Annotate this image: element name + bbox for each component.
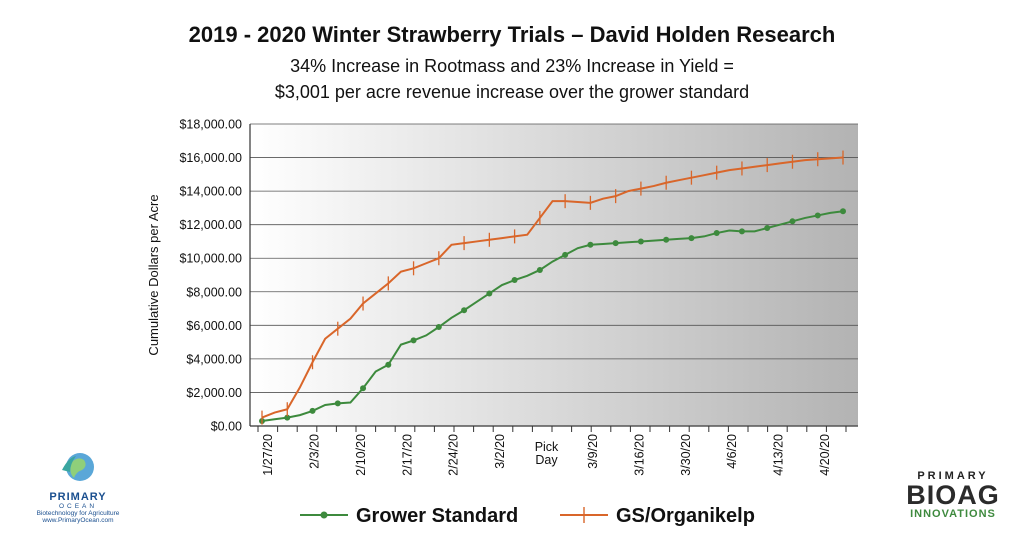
data-point	[764, 225, 771, 232]
chart-subtitle-line-2: $3,001 per acre revenue increase over th…	[274, 82, 750, 102]
x-tick-label: 2/10/20	[354, 434, 368, 476]
data-point	[688, 235, 695, 242]
data-point	[637, 238, 644, 245]
y-tick-label: $4,000.00	[186, 352, 242, 366]
x-tick-label: 2/17/20	[400, 434, 414, 476]
legend-marker	[320, 511, 328, 519]
gridlines	[249, 123, 858, 427]
series-line	[261, 156, 844, 419]
x-tick-label: 2/3/20	[307, 434, 321, 469]
globe-icon	[62, 453, 94, 481]
data-point	[284, 414, 291, 421]
chart-subtitle-line-1: 34% Increase in Rootmass and 23% Increas…	[290, 56, 734, 76]
y-axis-label: Cumulative Dollars per Acre	[146, 194, 161, 355]
y-tick-label: $16,000.00	[179, 151, 242, 165]
left-logo-line-2: OCEAN	[58, 503, 98, 510]
x-tick-label: Pick Day	[535, 440, 559, 467]
right-logo-line-2: BIOAG	[906, 480, 1000, 510]
x-tick-label: 1/27/20	[261, 434, 275, 476]
data-point	[334, 400, 341, 407]
legend-label: GS/Organikelp	[616, 505, 755, 527]
data-point	[435, 324, 442, 331]
x-tick-label: 2/24/20	[447, 434, 461, 476]
data-point	[738, 228, 745, 235]
plot-area	[250, 124, 858, 426]
legend-label: Grower Standard	[356, 505, 518, 527]
y-tick-label: $2,000.00	[186, 386, 242, 400]
y-tick-label: $14,000.00	[179, 185, 242, 199]
legend-item: GS/Organikelp	[560, 505, 755, 527]
left-logo-line-1: PRIMARY	[49, 491, 107, 503]
data-point	[840, 208, 846, 215]
x-tick-label: 3/9/20	[586, 434, 600, 469]
chart-title: 2019 - 2020 Winter Strawberry Trials – D…	[188, 22, 836, 47]
left-logo-line-4: www.PrimaryOcean.com	[42, 517, 114, 524]
y-tick-label: $8,000.00	[186, 285, 242, 299]
series-line	[261, 210, 844, 422]
left-logo-line-3: Biotechnology for Agriculture	[36, 510, 120, 517]
data-point	[360, 385, 367, 392]
y-tick-label: $0.00	[211, 420, 242, 434]
series-layer	[259, 150, 846, 425]
right-logo-line-3: INNOVATIONS	[910, 508, 996, 520]
x-tick-label: 3/30/20	[679, 434, 693, 476]
x-axis-ticks: 1/27/20 2/3/20 2/10/20 2/17/20 2/24/20 3/2/20…	[257, 426, 847, 476]
data-point	[562, 251, 569, 258]
primary-ocean-logo: PRIMARY OCEAN Biotechnology for Agricult…	[18, 450, 138, 524]
legend: Grower Standard GS/Organikelp	[300, 505, 755, 527]
data-point	[385, 361, 392, 368]
data-point	[789, 218, 796, 225]
y-axis-ticks: $0.00 $2,000.00 $4,000.00 $6,000.00 $8,000.0…	[179, 118, 242, 434]
x-tick-label: 3/16/20	[632, 434, 646, 476]
data-point	[461, 307, 468, 314]
y-tick-label: $18,000.00	[179, 118, 242, 132]
data-point	[713, 230, 720, 237]
y-tick-label: $12,000.00	[179, 218, 242, 232]
y-tick-label: $10,000.00	[179, 252, 242, 266]
data-point	[612, 240, 619, 247]
legend-item: Grower Standard	[300, 505, 518, 527]
primary-bioag-logo: PRIMARY BIOAG INNOVATIONS	[898, 470, 1008, 520]
data-point	[587, 241, 594, 248]
x-tick-label: 4/13/20	[772, 434, 786, 476]
x-tick-label: 4/6/20	[725, 434, 739, 469]
data-point	[814, 212, 821, 219]
y-tick-label: $6,000.00	[186, 319, 242, 333]
x-tick-label: 4/20/20	[818, 434, 832, 476]
data-point	[410, 337, 417, 344]
data-point	[536, 266, 543, 273]
x-tick-label: 3/2/20	[493, 434, 507, 469]
data-point	[309, 407, 316, 414]
data-point	[486, 290, 493, 297]
right-logo-line-1: PRIMARY	[917, 470, 989, 482]
data-point	[511, 277, 518, 284]
data-point	[663, 236, 670, 243]
